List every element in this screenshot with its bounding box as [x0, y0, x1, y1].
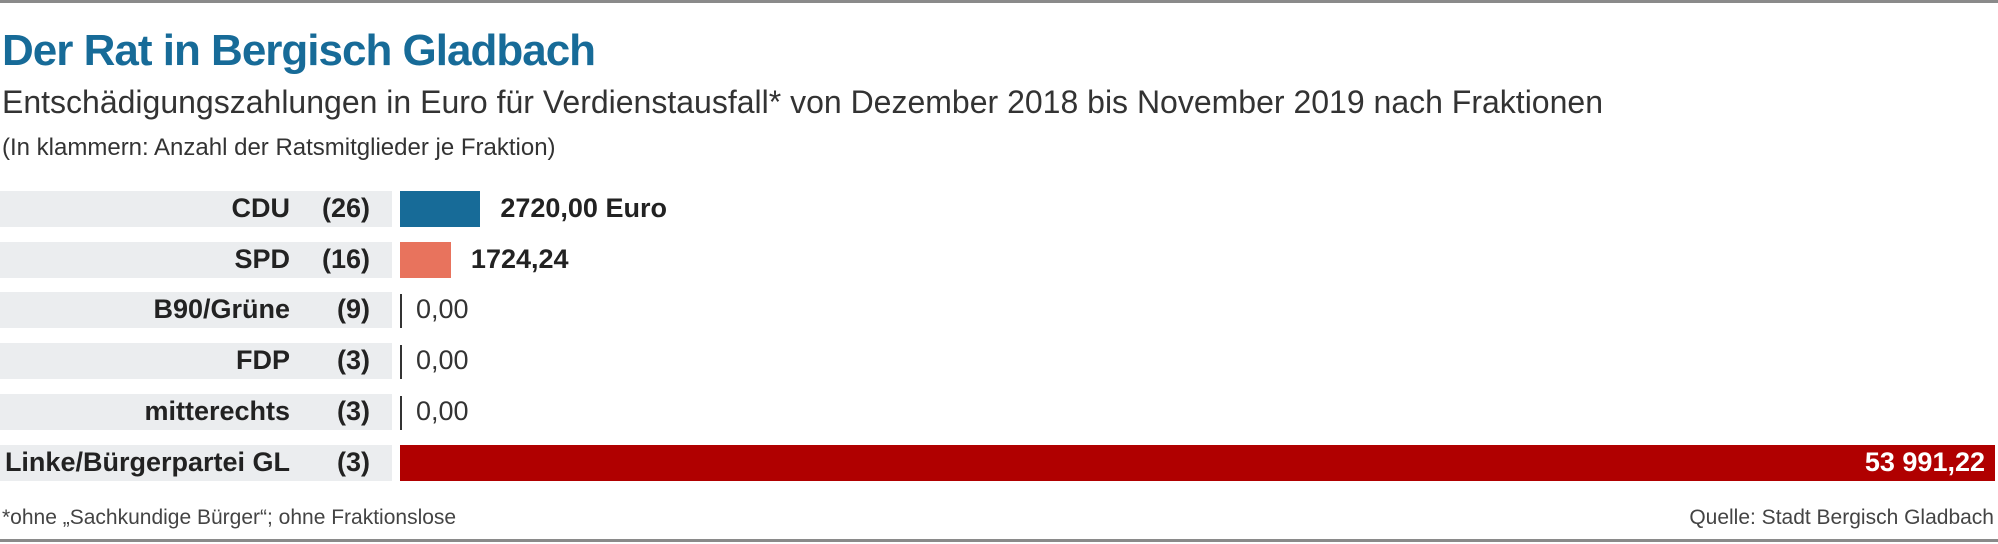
- row-band: [0, 394, 392, 430]
- bar: [400, 191, 481, 227]
- top-border: [0, 0, 1998, 3]
- value-label: 0,00: [416, 294, 469, 324]
- value-label: 1724,24: [470, 244, 569, 274]
- zero-bar: [400, 396, 402, 430]
- member-count: (26): [321, 193, 370, 223]
- bottom-border: [0, 539, 1998, 542]
- bar-row: mitterechts (3) 0,00: [0, 394, 1998, 430]
- category-label: B90/Grüne: [153, 294, 290, 324]
- row-band: [0, 242, 392, 278]
- member-count: (16): [321, 244, 370, 274]
- source: Quelle: Stadt Bergisch Gladbach: [1689, 506, 1994, 529]
- category-label: Linke/Bürgerpartei GL: [4, 447, 290, 477]
- zero-bar: [400, 345, 402, 379]
- member-count: (3): [337, 447, 370, 477]
- member-count: (9): [337, 294, 370, 324]
- category-label: mitterechts: [144, 396, 290, 426]
- bar-row: FDP (3) 0,00: [0, 343, 1998, 379]
- category-label: FDP: [236, 345, 290, 375]
- row-band: [0, 343, 392, 379]
- bar: [400, 242, 451, 278]
- value-label: 0,00: [416, 396, 469, 426]
- category-label: SPD: [234, 244, 290, 274]
- bar: [400, 445, 1995, 481]
- category-label: CDU: [231, 193, 291, 223]
- row-band: [0, 445, 392, 481]
- footnote: *ohne „Sachkundige Bürger“; ohne Fraktio…: [2, 506, 457, 529]
- bar-row: SPD (16) 1724,24: [0, 242, 1998, 278]
- bar-row: CDU (26) 2720,00 Euro: [0, 191, 1998, 227]
- zero-bar: [400, 294, 402, 328]
- value-label: 0,00: [416, 345, 469, 375]
- bar-row: B90/Grüne (9) 0,00: [0, 292, 1998, 328]
- member-count: (3): [337, 396, 370, 426]
- chart-note: (In klammern: Anzahl der Ratsmitglieder …: [2, 134, 556, 161]
- bar-row: Linke/Bürgerpartei GL (3) 53 991,22: [0, 445, 1998, 481]
- row-band: [0, 191, 392, 227]
- chart-title: Der Rat in Bergisch Gladbach: [2, 26, 596, 75]
- chart-subtitle: Entschädigungszahlungen in Euro für Verd…: [2, 84, 1603, 120]
- member-count: (3): [337, 345, 370, 375]
- value-label: 53 991,22: [1864, 447, 1985, 477]
- row-band: [0, 292, 392, 328]
- value-label: 2720,00 Euro: [500, 193, 667, 223]
